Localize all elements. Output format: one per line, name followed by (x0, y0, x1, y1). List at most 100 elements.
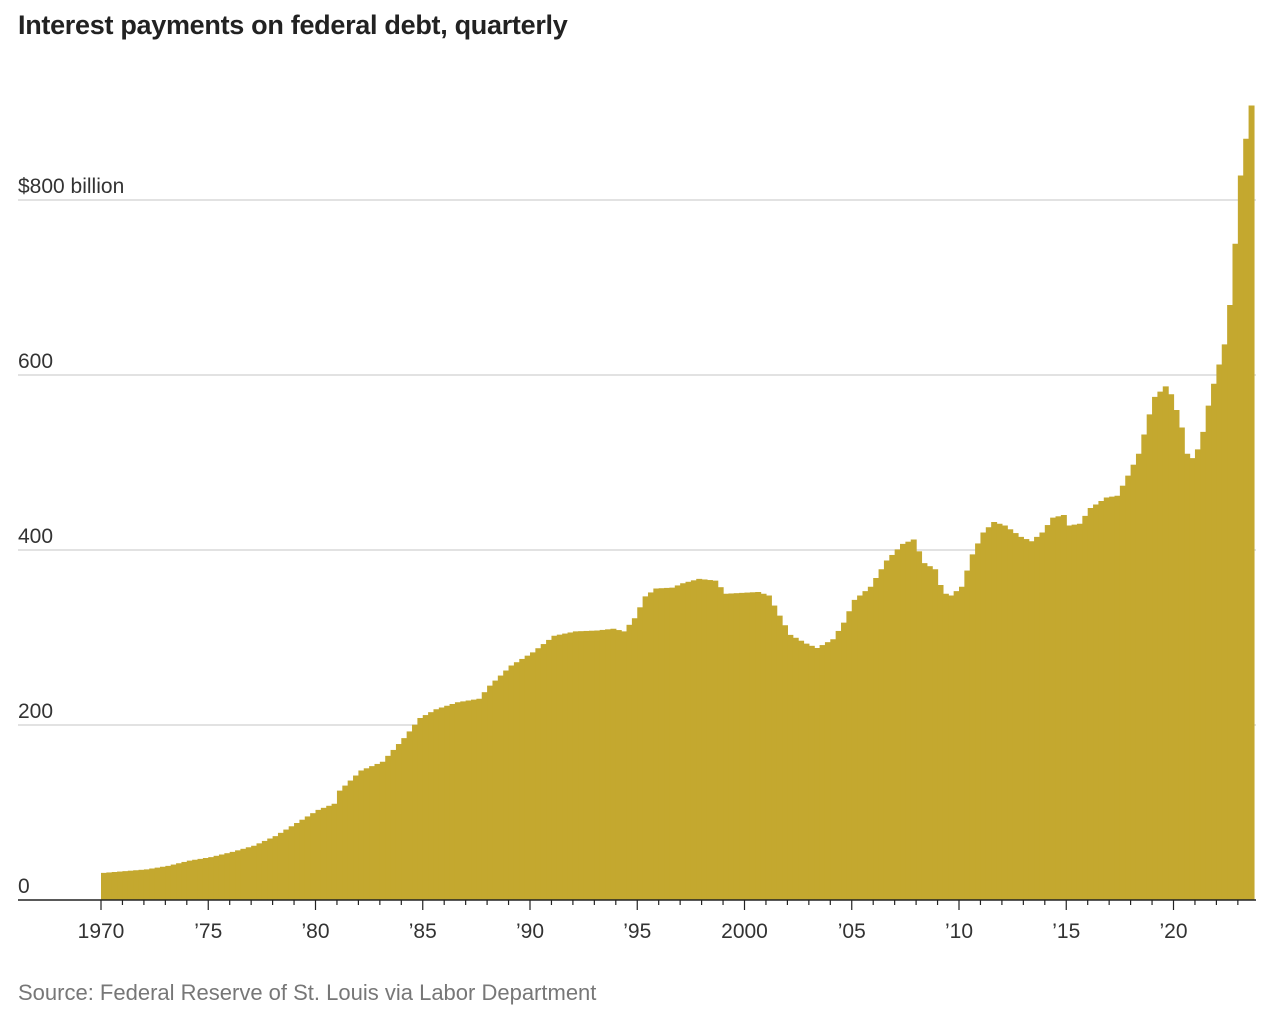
bar (803, 643, 810, 901)
bar (245, 847, 252, 900)
bar (513, 662, 520, 900)
bar (841, 622, 847, 901)
bar (1152, 396, 1159, 901)
bar (347, 780, 354, 900)
bar (685, 581, 692, 900)
bar (374, 763, 381, 900)
bar (1012, 533, 1019, 900)
bar (905, 541, 912, 900)
bar (723, 593, 730, 900)
bar (937, 585, 944, 900)
bar (916, 551, 923, 900)
bar (1189, 458, 1196, 901)
bar (138, 869, 145, 900)
bar (261, 840, 268, 900)
bar (572, 631, 579, 901)
source-note: Source: Federal Reserve of St. Louis via… (18, 980, 597, 1005)
bar (1227, 305, 1234, 900)
bar (1221, 344, 1228, 901)
bar (438, 707, 445, 900)
bar (594, 630, 601, 900)
bar (1232, 243, 1239, 900)
bar (530, 652, 536, 901)
bar (921, 563, 928, 901)
bar (235, 850, 242, 900)
bar (562, 633, 569, 900)
bar (728, 593, 735, 900)
bar (824, 642, 831, 900)
bar (524, 655, 531, 900)
x-axis (18, 899, 1256, 910)
bar (894, 549, 901, 900)
bar (1141, 434, 1148, 900)
bar (991, 522, 998, 900)
y-tick-label: 600 (18, 350, 53, 373)
bar (889, 554, 896, 900)
bar (218, 854, 225, 900)
bar (1060, 515, 1067, 900)
bar (1007, 529, 1014, 900)
x-tick-label: 1970 (78, 920, 125, 943)
bar (599, 629, 606, 900)
bar (1146, 414, 1153, 901)
bar (122, 871, 129, 901)
bar (412, 724, 418, 900)
bar (1216, 364, 1223, 900)
bar (1103, 497, 1110, 900)
bar (283, 829, 290, 900)
bar (1098, 501, 1105, 900)
bar (1237, 175, 1244, 900)
bar (782, 625, 788, 900)
bar (658, 588, 665, 900)
bar (1023, 539, 1030, 900)
bar (749, 592, 756, 900)
bar (1076, 523, 1083, 900)
bar (256, 843, 263, 900)
bar (1184, 453, 1191, 900)
bar (267, 838, 274, 900)
bar (857, 595, 864, 900)
bar (417, 718, 424, 900)
bar (106, 872, 113, 900)
bar (540, 644, 547, 900)
bar (1157, 391, 1164, 901)
bar (647, 592, 654, 900)
x-tick-label: ’90 (516, 920, 544, 943)
bar (369, 766, 376, 901)
bar (690, 580, 697, 900)
bar-series (101, 105, 1255, 901)
bar (170, 864, 177, 900)
bar (326, 805, 333, 900)
bar (310, 813, 317, 900)
bar (1050, 517, 1057, 901)
bar (851, 599, 858, 901)
bar (428, 712, 435, 900)
x-tick-label: ’80 (301, 920, 329, 943)
bar (932, 569, 939, 900)
bar (444, 705, 451, 900)
bar (1194, 449, 1201, 901)
bar (1205, 405, 1212, 901)
bar (213, 855, 220, 900)
bar (546, 639, 553, 900)
bar (197, 858, 204, 901)
bar (1034, 536, 1041, 901)
bar (642, 596, 649, 901)
bar (433, 709, 440, 900)
bar (186, 860, 193, 901)
bar (460, 701, 467, 901)
bar (1125, 475, 1132, 901)
bar (712, 580, 719, 901)
bar (610, 628, 617, 900)
bar (953, 591, 960, 901)
bar (497, 675, 504, 900)
chart-title: Interest payments on federal debt, quart… (18, 10, 568, 40)
bar (765, 595, 772, 900)
bar (481, 692, 488, 900)
bar (680, 583, 687, 900)
x-tick-label: ’05 (838, 920, 866, 943)
bar (760, 593, 767, 900)
bar (229, 851, 236, 901)
bar (626, 624, 633, 900)
